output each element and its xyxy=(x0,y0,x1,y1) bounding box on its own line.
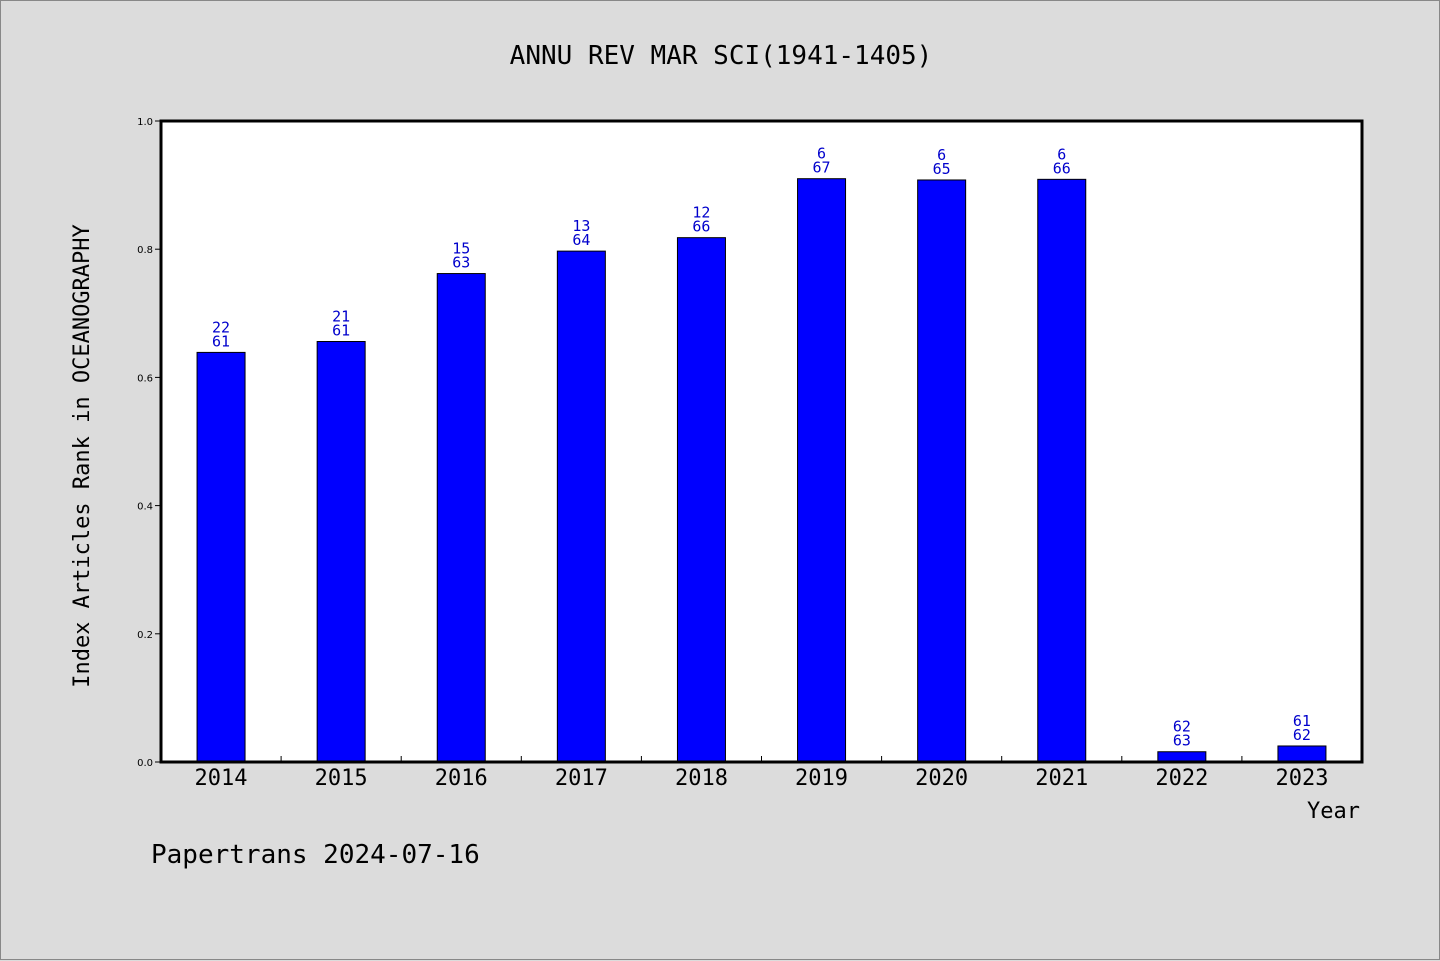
y-tick-label: 0.0 xyxy=(137,758,153,769)
chart-title: ANNU REV MAR SCI(1941-1405) xyxy=(510,41,933,71)
bar xyxy=(556,250,606,763)
x-tick-label: 2019 xyxy=(795,766,848,791)
x-tick-label: 2016 xyxy=(435,766,488,791)
data-label-rank: 15 xyxy=(452,240,470,258)
data-label-rank: 6 xyxy=(937,146,946,164)
data-label-total: 63 xyxy=(452,254,470,272)
data-label-total: 64 xyxy=(572,231,590,249)
y-axis-ticks: 0.0 0.2 0.4 0.6 0.8 1.0 xyxy=(137,117,161,769)
bar xyxy=(196,351,246,763)
x-tick-label: 2020 xyxy=(915,766,968,791)
data-label-total: 62 xyxy=(1293,726,1311,744)
data-label-total: 66 xyxy=(1053,159,1071,177)
bar xyxy=(917,179,967,763)
y-tick-label: 0.2 xyxy=(137,630,153,641)
data-label-rank: 22 xyxy=(212,318,230,336)
bar xyxy=(797,178,847,763)
x-tick-label: 2022 xyxy=(1155,766,1208,791)
x-tick-label: 2014 xyxy=(195,766,248,791)
x-tick-label: 2017 xyxy=(555,766,608,791)
x-axis-label: Year xyxy=(1307,799,1360,824)
x-axis-ticks: 2014 2015 2016 2017 2018 2019 2020 2021 2022 2023 xyxy=(195,756,1328,791)
plot-border xyxy=(159,119,1364,764)
bar xyxy=(436,273,486,763)
data-label-total: 65 xyxy=(933,160,951,178)
y-tick-label: 0.8 xyxy=(137,245,153,256)
x-tick-label: 2021 xyxy=(1035,766,1088,791)
bar xyxy=(316,341,366,763)
data-label-rank: 13 xyxy=(572,217,590,235)
x-tick-label: 2018 xyxy=(675,766,728,791)
data-label-rank: 12 xyxy=(692,204,710,222)
y-tick-label: 1.0 xyxy=(137,117,153,128)
bar xyxy=(1037,178,1087,763)
bars-group xyxy=(196,178,1327,763)
data-label-rank: 6 xyxy=(1057,145,1066,163)
bar xyxy=(1277,745,1327,763)
data-label-rank: 21 xyxy=(332,308,350,326)
y-axis-label: Index Articles Rank in OCEANOGRAPHY xyxy=(70,224,95,688)
data-label-total: 61 xyxy=(212,332,230,350)
data-label-rank: 6 xyxy=(817,145,826,163)
y-tick-label: 0.4 xyxy=(137,502,153,513)
data-label-rank: 62 xyxy=(1173,718,1191,736)
data-label-total: 63 xyxy=(1173,732,1191,750)
y-tick-label: 0.6 xyxy=(137,373,153,384)
x-tick-label: 2023 xyxy=(1275,766,1328,791)
bar xyxy=(1157,751,1207,763)
data-label-total: 67 xyxy=(813,159,831,177)
footer-text: Papertrans 2024-07-16 xyxy=(151,840,480,870)
bar xyxy=(676,237,726,763)
data-label-rank: 61 xyxy=(1293,712,1311,730)
data-label-total: 61 xyxy=(332,322,350,340)
data-label-total: 66 xyxy=(692,218,710,236)
x-tick-label: 2015 xyxy=(315,766,368,791)
